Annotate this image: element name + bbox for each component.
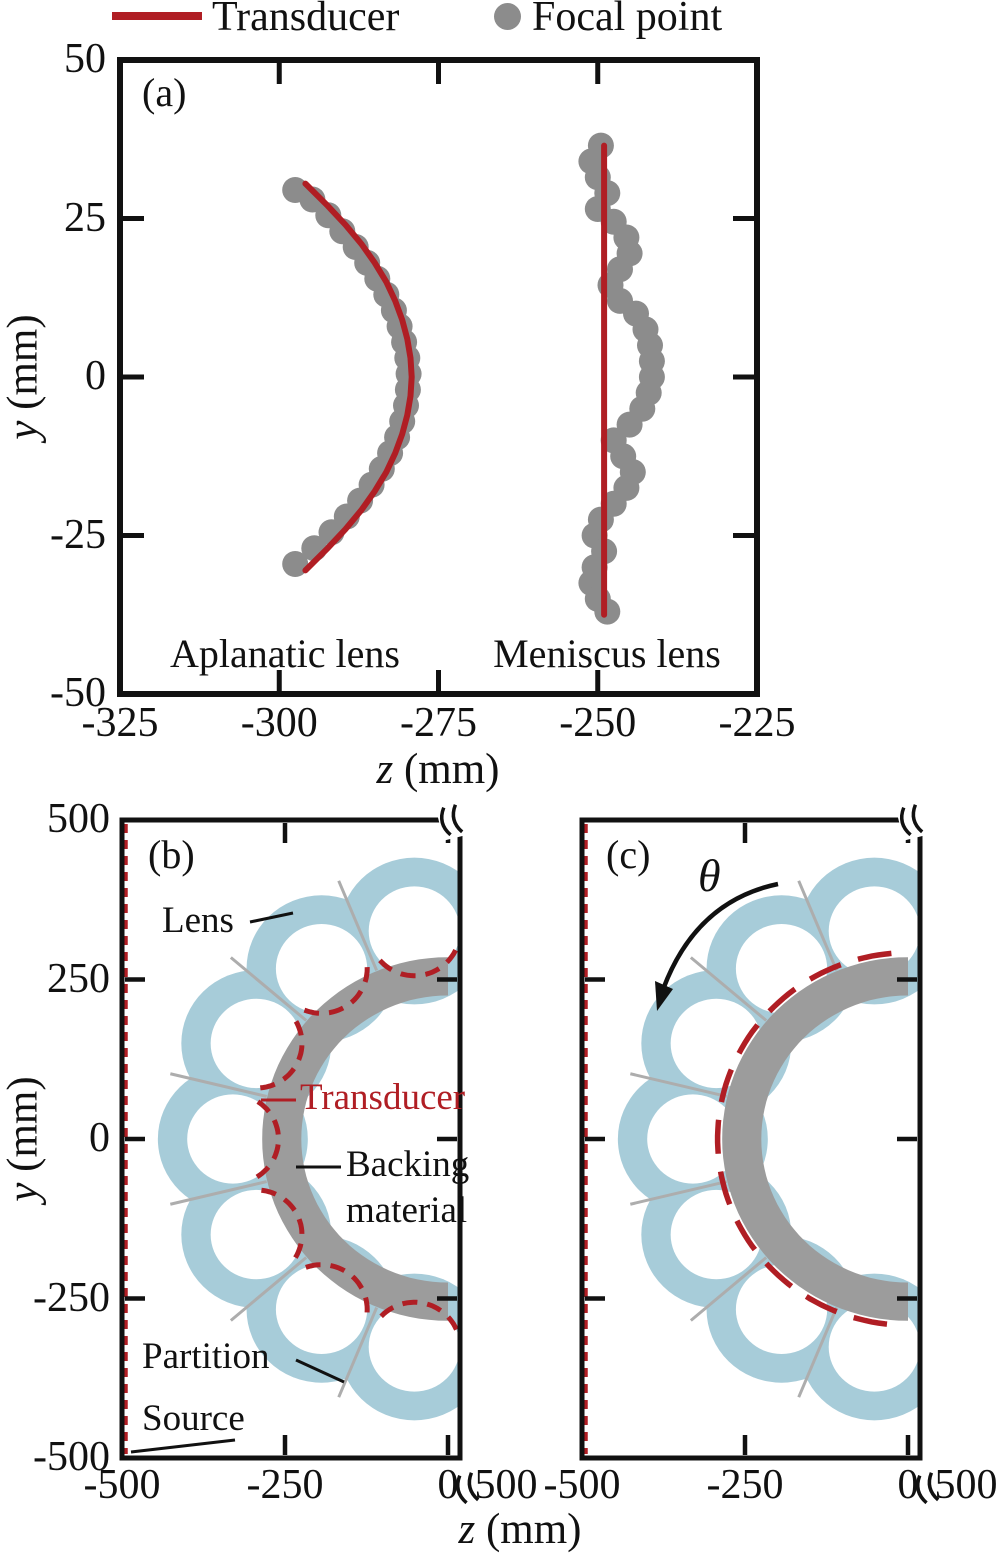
partition-line [629,1072,728,1098]
partition-line [463,860,471,957]
tick-label: -250 [706,1462,784,1508]
partition-line [169,1072,268,1098]
focal-point-marker [594,598,621,625]
tick-label: -300 [240,700,318,746]
aplanatic-lens-label: Aplanatic lens [170,631,400,676]
tick-label: 0 [897,1462,919,1508]
x-axis-variable: z [458,1506,476,1553]
axis-break-mark [435,799,469,841]
panel-b-y-axis-label: y (mm) [0,1076,47,1202]
tick-label: -225 [718,700,796,746]
transducer-arc [259,1187,305,1259]
partition-line [629,1180,728,1206]
axis-break-mark [456,1472,480,1505]
bottom-x-axis-label: z (mm) [458,1506,582,1553]
plot-frame [119,817,463,1461]
backing-annotation-line2: material [346,1190,468,1231]
partition-line [337,1306,379,1398]
transducer-arc [259,1019,305,1091]
y-axis-unit: (mm) [0,1076,47,1183]
legend-label-transducer: Transducer [212,0,400,40]
theta-label: θ [698,850,721,901]
tick-label: 500 [934,1462,998,1508]
tick-label: 0 [89,1115,110,1162]
partition-line [689,956,768,1022]
transducer-line [302,180,415,574]
panel-c-letter: (c) [606,832,651,877]
tick-label: -25 [50,511,106,558]
lens-annotation: Lens [162,900,234,941]
tick-label: 25 [64,194,106,241]
partition-line [689,1256,768,1322]
backing-material [722,957,908,1321]
tick-label: -325 [81,700,159,746]
transducer-arc [378,1299,458,1331]
y-axis-variable: y [0,420,47,440]
partition-line [797,880,839,972]
tick-label: 250 [47,955,110,1002]
partition-line [337,880,379,972]
partition-line [169,1180,268,1206]
theta-arrowhead [655,981,673,1011]
tick-label: 50 [64,36,106,83]
backing-material [262,957,448,1321]
panel-a-letter: (a) [142,70,187,115]
tick-label: 500 [474,1462,538,1508]
partition-line [229,956,308,1022]
partition-line [923,860,931,957]
focal-point-marker [616,411,643,438]
theta-arrow [657,881,779,999]
source-pointer [130,1438,236,1454]
focal-point-dot-swatch [494,3,521,30]
partition-line [229,1256,308,1322]
y-axis-unit: (mm) [0,314,47,421]
tick-label: -250 [246,1462,324,1508]
partition-annotation: Partition [142,1336,270,1377]
tick-label: -50 [50,670,106,717]
panel-a-y-axis-label: y (mm) [0,314,47,440]
transducer-arc [378,947,458,979]
legend-label-focal-point: Focal point [532,0,723,40]
y-axis-variable: y [0,1182,47,1202]
transducer-arc [714,950,892,1328]
transducer-arc [255,1099,281,1179]
tick-label: 0 [85,353,106,400]
tick-label: -250 [33,1274,110,1321]
x-axis-variable: z [376,746,394,793]
source-annotation: Source [142,1398,245,1439]
tick-label: -275 [400,700,477,746]
panel-b-schematic [124,824,471,1454]
tick-label: -500 [83,1462,161,1508]
tick-label: -250 [559,700,637,746]
panel-b-letter: (b) [148,832,195,877]
x-axis-unit: (mm) [475,1506,582,1553]
lens-pointer [249,911,294,924]
panel-a-x-axis-label: z (mm) [376,746,500,793]
backing-annotation-line1: Backing [346,1144,470,1185]
plot-frame [117,57,760,697]
tick-label: 0 [437,1462,459,1508]
plot-frame [579,817,923,1461]
axis-break-mark [895,799,929,841]
transducer-line-swatch [112,12,202,20]
tick-label: 500 [47,796,110,843]
partition-line [797,1306,839,1398]
panel-c-schematic [584,824,931,1454]
meniscus-lens-label: Meniscus lens [493,631,721,676]
transducer-arc [303,1262,370,1313]
partition-line [923,1321,931,1418]
transducer-arc [303,965,370,1016]
tick-label: -500 [543,1462,621,1508]
axis-break-mark [916,1472,940,1505]
focal-point-marker [282,551,309,577]
partition-line [463,1321,471,1418]
partition-pointer [295,1358,345,1384]
x-axis-unit: (mm) [393,746,500,793]
tick-label: -500 [33,1434,110,1481]
transducer-annotation: Transducer [300,1077,466,1118]
